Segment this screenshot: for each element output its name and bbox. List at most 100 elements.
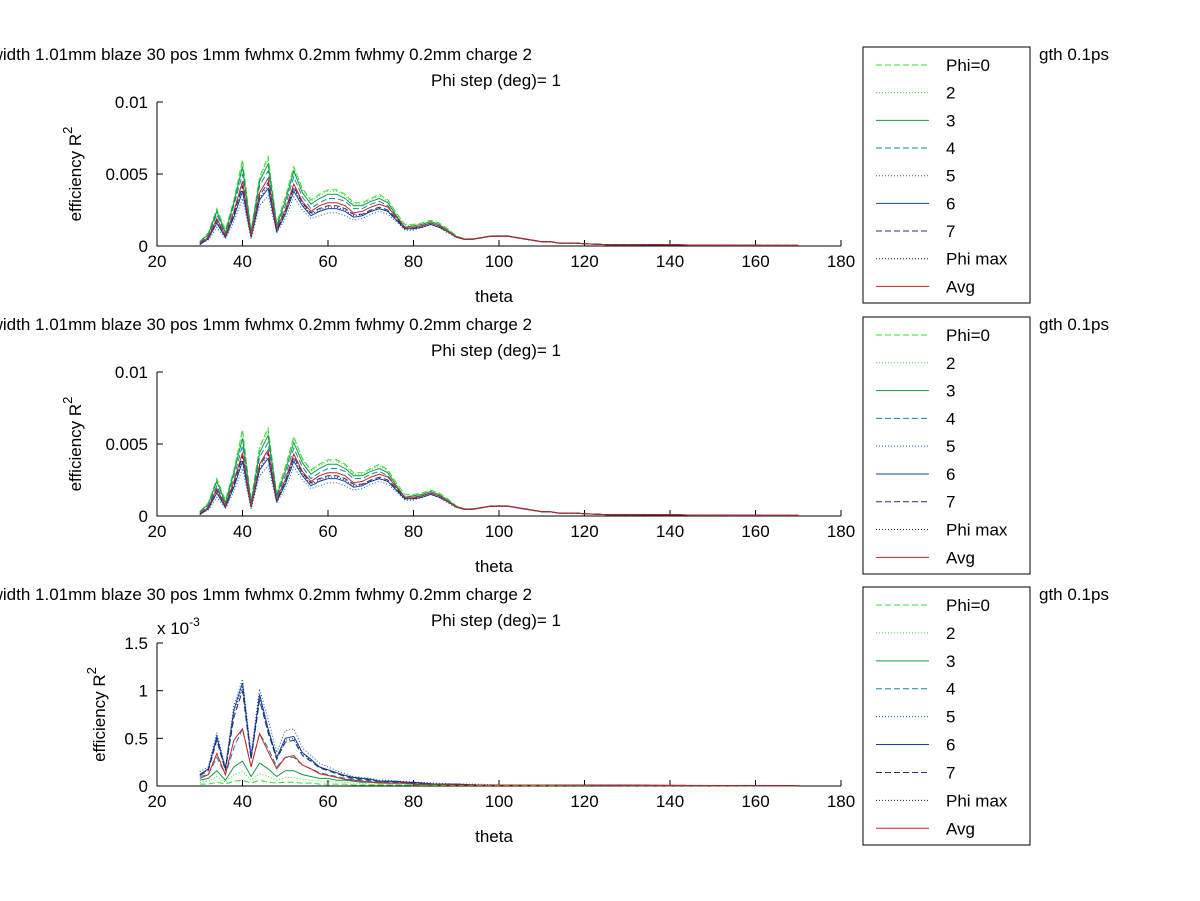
legend: Phi=0 2 3 4 5 6 7 Phi max Avg [862, 46, 1031, 304]
legend-entry-label: Phi max [946, 521, 1008, 540]
series-line-3 [199, 162, 799, 246]
y-axis-label-text: efficiency R [90, 674, 109, 762]
series-line-4 [199, 441, 799, 516]
x-tick-label: 40 [233, 252, 252, 271]
x-tick-label: 120 [570, 252, 598, 271]
legend-entry-label: 7 [946, 493, 955, 512]
series-line-7 [199, 181, 799, 246]
x-tick-label: 100 [485, 252, 513, 271]
y-axis-label-sup: 2 [60, 397, 75, 404]
chart-title: ET gperiod 0.49mm gwidth 1.01mm blaze 30… [0, 585, 532, 604]
x-tick-label: 140 [656, 792, 684, 811]
legend-entry-label: 3 [946, 111, 955, 130]
legend-entry-label: 3 [946, 652, 955, 671]
legend-entry-label: Avg [946, 819, 975, 838]
x-tick-label: 140 [656, 522, 684, 541]
legend-entry-label: 4 [946, 680, 955, 699]
x-axis-label: theta [475, 827, 513, 846]
y-axis-label-text: efficiency R [66, 404, 85, 492]
legend-entry-label: Avg [946, 277, 975, 296]
x-tick-label: 60 [319, 522, 338, 541]
series-line-9 [199, 448, 799, 516]
legend-entry-label: Phi=0 [946, 326, 990, 345]
series-line-8 [199, 686, 799, 787]
x-axis-label: theta [475, 557, 513, 576]
x-tick-label: 40 [233, 792, 252, 811]
legend-entry-label: Phi max [946, 250, 1008, 269]
legend-entry-label: 2 [946, 354, 955, 373]
x-tick-label: 60 [319, 792, 338, 811]
legend-entry-label: 6 [946, 465, 955, 484]
x-axis-label: theta [475, 287, 513, 306]
legend-entry-label: 2 [946, 624, 955, 643]
chart-subtitle: Phi step (deg)= 1 [431, 341, 561, 360]
chart-panel-2: ET gperiod 0.49mm gwidth 1.01mm blaze 30… [0, 315, 1109, 576]
y-tick-label: 0 [139, 777, 148, 796]
legend-entry-label: 5 [946, 708, 955, 727]
legend-entry-label: 5 [946, 437, 955, 456]
legend: Phi=0 2 3 4 5 6 7 Phi max Avg [862, 316, 1031, 575]
x-tick-label: 160 [741, 252, 769, 271]
axes-frame [156, 372, 841, 517]
series-line-2 [199, 771, 799, 787]
y-tick-label: 0.01 [115, 363, 148, 382]
x-tick-label: 100 [485, 792, 513, 811]
y-tick-label: 1.5 [124, 634, 148, 653]
series-line-1 [199, 426, 799, 516]
x-tick-label: 20 [148, 252, 167, 271]
chart-subtitle: Phi step (deg)= 1 [431, 71, 561, 90]
legend-entry-label: 4 [946, 409, 955, 428]
legend-entry-label: 7 [946, 222, 955, 241]
series-line-1 [199, 779, 799, 787]
y-tick-label: 1 [139, 682, 148, 701]
legend-entry-label: 6 [946, 194, 955, 213]
x-tick-label: 160 [741, 792, 769, 811]
chart-panel-1: CET gperiod 0.49mm gwidth 1.01mm blaze 3… [0, 45, 1109, 306]
x-tick-label: 180 [827, 252, 855, 271]
y-axis-label-text: efficiency R [66, 134, 85, 222]
legend-entry-label: 6 [946, 736, 955, 755]
x-tick-label: 160 [741, 522, 769, 541]
x-tick-label: 180 [827, 792, 855, 811]
y-tick-label: 0 [139, 507, 148, 526]
exponent-base: x 10 [157, 619, 189, 638]
y-exponent-label: x 10-3 [157, 615, 200, 638]
chart-subtitle: Phi step (deg)= 1 [431, 611, 561, 630]
legend-entry-label: Avg [946, 548, 975, 567]
chart-title: ET gperiod 0.49mm gwidth 1.01mm blaze 30… [0, 315, 532, 334]
legend-entry-label: 7 [946, 763, 955, 782]
series-line-9 [199, 727, 799, 787]
legend-entry-label: 4 [946, 139, 955, 158]
x-tick-label: 140 [656, 252, 684, 271]
legend: Phi=0 2 3 4 5 6 7 Phi max Avg [862, 586, 1031, 846]
series-line-1 [199, 154, 799, 246]
y-axis-label: efficiency R2 [60, 127, 85, 222]
chart-title-tail: gth 0.1ps [1039, 45, 1109, 64]
chart-title: CET gperiod 0.49mm gwidth 1.01mm blaze 3… [0, 45, 532, 64]
series-line-5 [199, 679, 799, 787]
y-tick-label: 0.005 [105, 165, 148, 184]
x-tick-label: 80 [404, 792, 423, 811]
x-tick-label: 40 [233, 522, 252, 541]
x-tick-label: 20 [148, 792, 167, 811]
series-line-7 [199, 690, 799, 787]
chart-title-tail: gth 0.1ps [1039, 585, 1109, 604]
y-axis-label: efficiency R2 [84, 667, 109, 762]
y-axis-label: efficiency R2 [60, 397, 85, 492]
x-tick-label: 20 [148, 522, 167, 541]
x-tick-label: 120 [570, 522, 598, 541]
y-axis-label-sup: 2 [60, 127, 75, 134]
y-tick-label: 0.005 [105, 435, 148, 454]
series-line-2 [199, 429, 799, 516]
axes-frame [156, 102, 841, 247]
legend-entry-label: 2 [946, 84, 955, 103]
chart-panel-3: ET gperiod 0.49mm gwidth 1.01mm blaze 30… [0, 585, 1109, 846]
chart-title-tail: gth 0.1ps [1039, 315, 1109, 334]
axes-frame [156, 643, 841, 787]
legend-box [862, 46, 1031, 304]
legend-entry-label: Phi=0 [946, 596, 990, 615]
x-tick-label: 80 [404, 252, 423, 271]
series-line-7 [199, 451, 799, 516]
legend-entry-label: Phi max [946, 791, 1008, 810]
y-tick-label: 0.01 [115, 93, 148, 112]
